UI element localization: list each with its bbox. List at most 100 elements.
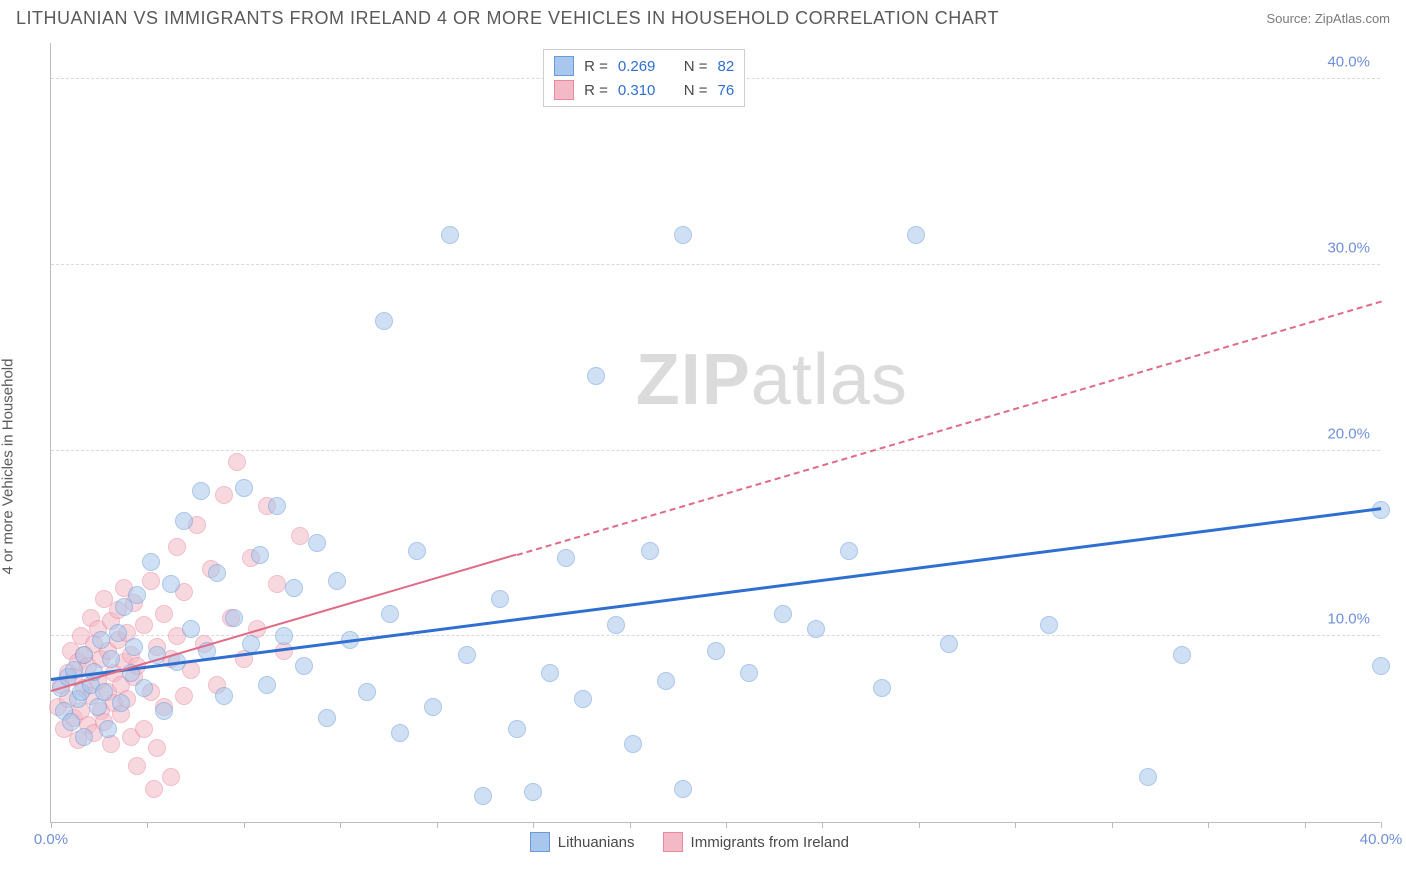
scatter-point <box>458 646 476 664</box>
scatter-point <box>215 687 233 705</box>
scatter-point <box>75 646 93 664</box>
x-tick <box>919 822 920 828</box>
gridline <box>51 264 1380 265</box>
scatter-point <box>175 687 193 705</box>
y-axis-label: 4 or more Vehicles in Household <box>0 359 17 575</box>
x-tick <box>244 822 245 828</box>
scatter-point <box>707 642 725 660</box>
watermark: ZIPatlas <box>636 339 908 421</box>
scatter-point <box>641 542 659 560</box>
y-tick-label: 30.0% <box>1327 239 1370 256</box>
scatter-point <box>873 679 891 697</box>
chart-title: LITHUANIAN VS IMMIGRANTS FROM IRELAND 4 … <box>16 8 999 29</box>
scatter-point <box>424 698 442 716</box>
scatter-point <box>192 482 210 500</box>
scatter-point <box>291 527 309 545</box>
scatter-point <box>258 676 276 694</box>
scatter-point <box>524 783 542 801</box>
scatter-point <box>318 709 336 727</box>
scatter-point <box>95 683 113 701</box>
x-tick <box>1208 822 1209 828</box>
scatter-point <box>268 575 286 593</box>
legend-item: Immigrants from Ireland <box>663 832 849 852</box>
scatter-point <box>128 586 146 604</box>
x-tick <box>51 822 52 828</box>
series-legend: Lithuanians Immigrants from Ireland <box>530 832 849 852</box>
scatter-point <box>1372 657 1390 675</box>
scatter-point <box>148 739 166 757</box>
scatter-point <box>162 768 180 786</box>
scatter-point <box>99 720 117 738</box>
scatter-point <box>674 780 692 798</box>
trend-line <box>51 554 517 692</box>
x-tick <box>1112 822 1113 828</box>
scatter-point <box>215 486 233 504</box>
scatter-point <box>268 497 286 515</box>
scatter-point <box>508 720 526 738</box>
legend-row: R =0.310 N =76 <box>554 78 734 102</box>
scatter-point <box>607 616 625 634</box>
scatter-point <box>102 650 120 668</box>
scatter-point <box>168 538 186 556</box>
legend-item: Lithuanians <box>530 832 635 852</box>
plot-area: ZIPatlas 10.0%20.0%30.0%40.0%0.0%40.0%R … <box>50 43 1380 823</box>
scatter-point <box>840 542 858 560</box>
legend-row: R =0.269 N =82 <box>554 54 734 78</box>
scatter-point <box>75 728 93 746</box>
scatter-point <box>774 605 792 623</box>
scatter-point <box>135 720 153 738</box>
scatter-point <box>557 549 575 567</box>
x-tick <box>147 822 148 828</box>
scatter-point <box>740 664 758 682</box>
x-axis-max-label: 40.0% <box>1360 831 1403 848</box>
scatter-point <box>358 683 376 701</box>
x-tick <box>822 822 823 828</box>
scatter-point <box>228 453 246 471</box>
scatter-point <box>308 534 326 552</box>
scatter-point <box>142 553 160 571</box>
scatter-point <box>657 672 675 690</box>
x-tick <box>1015 822 1016 828</box>
scatter-point <box>112 694 130 712</box>
scatter-point <box>408 542 426 560</box>
scatter-point <box>182 620 200 638</box>
y-tick-label: 10.0% <box>1327 611 1370 628</box>
scatter-point <box>295 657 313 675</box>
scatter-point <box>1040 616 1058 634</box>
scatter-point <box>275 627 293 645</box>
scatter-point <box>208 564 226 582</box>
scatter-point <box>142 572 160 590</box>
chart-source: Source: ZipAtlas.com <box>1266 11 1390 26</box>
x-axis-min-label: 0.0% <box>34 831 68 848</box>
scatter-point <box>225 609 243 627</box>
chart-header: LITHUANIAN VS IMMIGRANTS FROM IRELAND 4 … <box>0 0 1406 33</box>
scatter-point <box>541 664 559 682</box>
scatter-point <box>145 780 163 798</box>
scatter-point <box>235 479 253 497</box>
scatter-point <box>285 579 303 597</box>
scatter-point <box>155 702 173 720</box>
scatter-point <box>135 616 153 634</box>
x-tick <box>630 822 631 828</box>
scatter-point <box>125 638 143 656</box>
x-tick <box>1305 822 1306 828</box>
gridline <box>51 450 1380 451</box>
chart-container: 4 or more Vehicles in Household ZIPatlas… <box>0 33 1406 883</box>
scatter-point <box>624 735 642 753</box>
scatter-point <box>1173 646 1191 664</box>
x-tick <box>437 822 438 828</box>
scatter-point <box>940 635 958 653</box>
trend-line <box>516 300 1381 555</box>
scatter-point <box>375 312 393 330</box>
legend-swatch <box>663 832 683 852</box>
scatter-point <box>441 226 459 244</box>
correlation-legend: R =0.269 N =82R =0.310 N =76 <box>543 49 745 107</box>
scatter-point <box>391 724 409 742</box>
x-tick <box>1381 822 1382 828</box>
scatter-point <box>175 512 193 530</box>
scatter-point <box>135 679 153 697</box>
scatter-point <box>674 226 692 244</box>
legend-swatch <box>554 56 574 76</box>
y-tick-label: 40.0% <box>1327 54 1370 71</box>
legend-swatch <box>530 832 550 852</box>
